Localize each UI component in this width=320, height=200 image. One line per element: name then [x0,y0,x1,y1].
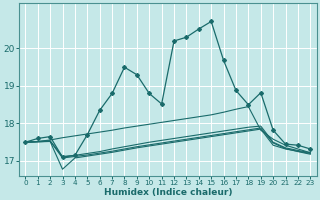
X-axis label: Humidex (Indice chaleur): Humidex (Indice chaleur) [104,188,232,197]
